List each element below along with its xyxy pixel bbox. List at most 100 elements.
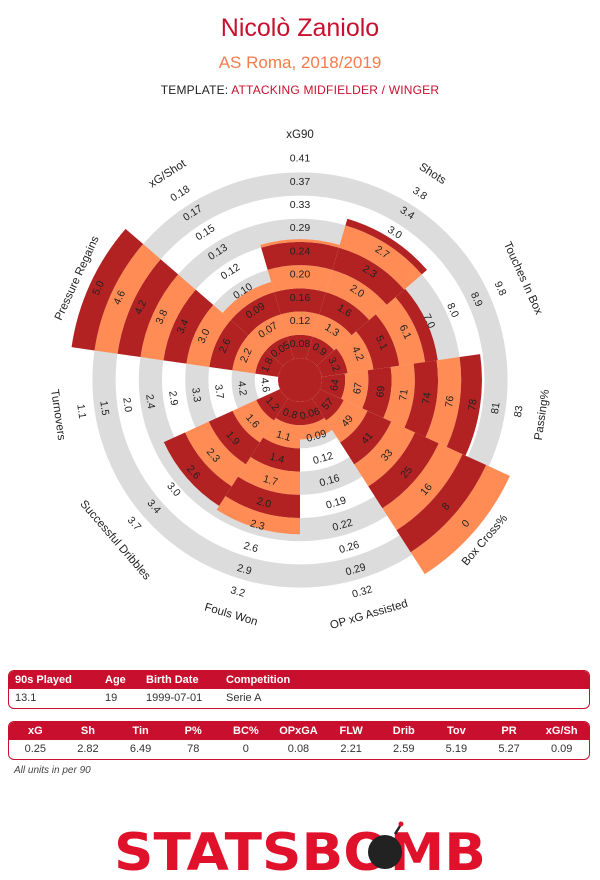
radar-tick-label: 3.8 bbox=[153, 308, 170, 326]
radar-wedge-band bbox=[209, 320, 249, 371]
radar-tick-label: 76 bbox=[443, 395, 457, 408]
radar-tick-label: 3.3 bbox=[189, 387, 203, 403]
radar-tick-label: 0.16 bbox=[290, 292, 311, 304]
radar-tick-label: 1.4 bbox=[268, 451, 286, 467]
info-value-cell: 1999-07-01 bbox=[146, 692, 203, 704]
radar-tick-label: 1.8 bbox=[259, 356, 276, 374]
stats-value-cell: 0 bbox=[242, 743, 249, 755]
radar-axis-label: Turnovers bbox=[48, 389, 67, 442]
stats-value-cell: 0.09 bbox=[550, 743, 573, 755]
radar-wedge-band bbox=[274, 288, 326, 315]
player-name: Nicolò Zaniolo bbox=[220, 14, 380, 42]
radar-tick-label: 0.29 bbox=[344, 561, 367, 578]
radar-tick-label: 1.1 bbox=[275, 428, 293, 444]
radar-tick-label: 0.41 bbox=[290, 153, 311, 165]
radar-wedges bbox=[71, 218, 510, 575]
radar-wedge-band bbox=[222, 281, 275, 321]
radar-tick-label: 5.0 bbox=[90, 279, 107, 297]
radar-tick-label: 74 bbox=[420, 391, 434, 404]
radar-tick-label: 4.2 bbox=[235, 380, 249, 396]
radar-tick-label: 3.0 bbox=[196, 327, 213, 345]
radar-tick-label: 2.9 bbox=[236, 562, 254, 578]
radar-tick-label: 3.2 bbox=[229, 584, 247, 600]
stats-value-cell: 6.49 bbox=[129, 743, 152, 755]
info-value-cell: 19 bbox=[105, 692, 118, 704]
radar-wedge-band bbox=[275, 398, 300, 426]
radar-wedge-band bbox=[368, 432, 439, 509]
info-value-cell: Serie A bbox=[226, 692, 262, 704]
radar-chart: 0.080.120.160.200.240.290.330.370.410.91… bbox=[48, 129, 552, 632]
radar-wedge-band bbox=[340, 410, 392, 465]
radar-wedge-band bbox=[341, 370, 369, 409]
radar-tick-label: 0.08 bbox=[290, 338, 311, 350]
radar-tick-label: 2.4 bbox=[143, 393, 157, 409]
radar-wedge-band bbox=[319, 292, 370, 336]
stats-value-row: 0.25 2.82 6.49 78 0 0.08 2.21 2.59 5.19 5.27 0.09 bbox=[9, 740, 589, 759]
radar-tick-label: 2.9 bbox=[166, 390, 180, 406]
radar-tick-label: 3.8 bbox=[410, 185, 429, 203]
info-header-cell: 90s Played bbox=[15, 674, 72, 686]
bomb-icon bbox=[368, 835, 402, 869]
radar-wedge-band bbox=[300, 398, 325, 426]
radar-tick-label: 3.2 bbox=[325, 355, 342, 373]
radar-tick-label: 0.20 bbox=[290, 269, 311, 281]
radar-tick-label: 3.7 bbox=[212, 384, 226, 400]
radar-tick-label: 71 bbox=[397, 388, 411, 401]
radar-tick-label: 5.1 bbox=[373, 334, 390, 352]
radar-wedge-band bbox=[265, 336, 294, 366]
radar-axis-label: Fouls Won bbox=[203, 601, 259, 628]
stats-header-cell: Tin bbox=[132, 725, 149, 737]
radar-tick-label: 7.0 bbox=[420, 312, 437, 330]
radar-wedge-band bbox=[225, 476, 300, 518]
radar-wedge-band bbox=[383, 363, 415, 428]
bomb-spark-icon bbox=[398, 821, 404, 827]
radar-wedge-band bbox=[186, 304, 231, 367]
stats-header-cell: FLW bbox=[339, 725, 363, 737]
radar-wedge-band bbox=[306, 336, 335, 366]
radar-wedge-band bbox=[312, 314, 352, 351]
radar-tick-label: 8.9 bbox=[468, 290, 485, 308]
radar-wedge-band bbox=[163, 432, 232, 506]
radar-wedge-band bbox=[395, 288, 438, 363]
stats-header-cell: BC% bbox=[233, 725, 259, 737]
radar-tick-label: 81 bbox=[489, 401, 503, 414]
radar-wedge-band bbox=[248, 314, 288, 351]
radar-wedge-band bbox=[362, 366, 392, 419]
radar-tick-label: 2.2 bbox=[238, 346, 255, 364]
radar-tick-label: 0.18 bbox=[168, 183, 192, 204]
radar-wedge-band bbox=[404, 360, 438, 438]
radar-wedge-band bbox=[425, 357, 462, 447]
radar-tick-label: 3.7 bbox=[125, 514, 144, 533]
stats-header-cell: OPxGA bbox=[279, 725, 318, 737]
radar-axis-label: Shots bbox=[417, 161, 448, 187]
radar-wedge-band bbox=[250, 437, 300, 472]
radar-wedge-band bbox=[230, 292, 281, 336]
radar-tick-label: 1.5 bbox=[97, 400, 111, 416]
radar-wedge-band bbox=[71, 228, 144, 351]
radar-wedge-band bbox=[326, 399, 368, 443]
info-header-row: 90s Played Age Birth Date Competition bbox=[9, 671, 589, 689]
radar-tick-label: 4.6 bbox=[111, 288, 128, 306]
radar-tick-label: 83 bbox=[512, 405, 526, 418]
radar-wedge-band bbox=[320, 373, 346, 399]
radar-wedge-band bbox=[232, 335, 266, 374]
radar-tick-label: 0.19 bbox=[325, 494, 348, 511]
radar-tick-label: 4.6 bbox=[258, 377, 272, 393]
bomb-fuse-icon bbox=[393, 825, 402, 835]
radar-wedge-band bbox=[332, 247, 405, 305]
info-value-cell: 13.1 bbox=[15, 692, 37, 704]
radar-tick-label: 1.7 bbox=[262, 473, 280, 489]
statsbomb-logo: STATSBOMB bbox=[114, 821, 486, 876]
radar-wedge-band bbox=[396, 454, 487, 553]
radar-tick-label: 64 bbox=[328, 378, 342, 391]
radar-tick-label: 4.2 bbox=[132, 298, 149, 316]
radar-tick-label: 0.09 bbox=[305, 428, 328, 445]
radar-tick-label: 2.6 bbox=[217, 337, 234, 355]
radar-wedge-band bbox=[260, 239, 340, 248]
stats-value-cell: 78 bbox=[187, 743, 200, 755]
radar-axis-label: OP xG Assisted bbox=[329, 598, 409, 632]
radar-wedge-band bbox=[267, 265, 333, 293]
stats-value-cell: 2.59 bbox=[393, 743, 415, 755]
radar-wedge-band bbox=[208, 410, 260, 465]
radar-wedge-band bbox=[375, 297, 426, 366]
